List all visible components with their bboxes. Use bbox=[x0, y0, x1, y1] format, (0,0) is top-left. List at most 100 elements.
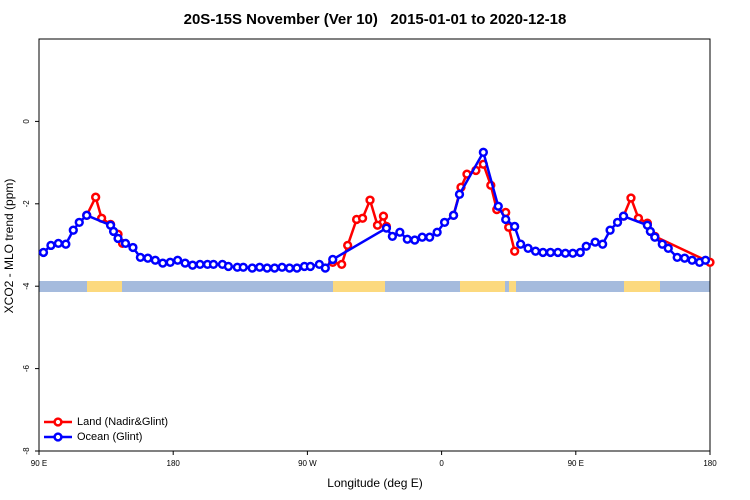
data-point bbox=[650, 232, 660, 242]
data-point bbox=[135, 252, 146, 263]
x-tick-label: 180 bbox=[703, 459, 717, 468]
data-point bbox=[82, 210, 92, 220]
data-point bbox=[372, 220, 383, 230]
data-point bbox=[575, 247, 585, 258]
data-point bbox=[395, 227, 405, 237]
data-point bbox=[545, 247, 556, 258]
series-line bbox=[85, 162, 711, 266]
legend-label: Land (Nadir&Glint) bbox=[77, 416, 168, 428]
data-point bbox=[510, 246, 520, 256]
data-point bbox=[501, 214, 511, 225]
land-strip bbox=[333, 281, 385, 292]
data-point bbox=[53, 238, 64, 249]
data-point bbox=[680, 253, 690, 263]
data-point bbox=[618, 211, 629, 221]
y-tick-label: -4 bbox=[22, 282, 31, 290]
data-point bbox=[687, 255, 697, 265]
data-point bbox=[128, 242, 138, 253]
data-point bbox=[180, 258, 190, 268]
data-point bbox=[238, 262, 248, 272]
land-strip bbox=[624, 281, 660, 292]
data-point bbox=[46, 240, 56, 251]
data-point bbox=[91, 192, 101, 202]
surface-strip bbox=[39, 281, 710, 292]
x-tick-label: 0 bbox=[439, 459, 444, 468]
data-point bbox=[402, 234, 412, 244]
data-point bbox=[493, 201, 503, 211]
data-point bbox=[410, 235, 420, 245]
data-point bbox=[74, 217, 84, 227]
data-point bbox=[510, 221, 520, 232]
data-point bbox=[425, 232, 435, 242]
legend-marker bbox=[53, 417, 63, 427]
data-point bbox=[448, 210, 459, 220]
data-point bbox=[612, 217, 623, 227]
data-point bbox=[365, 195, 375, 205]
data-point bbox=[645, 226, 656, 237]
data-point bbox=[515, 239, 526, 249]
data-point bbox=[255, 262, 265, 272]
data-point bbox=[120, 238, 131, 249]
data-point bbox=[108, 226, 119, 237]
data-point bbox=[568, 248, 578, 258]
data-point bbox=[61, 239, 71, 249]
data-point bbox=[590, 237, 600, 247]
data-point bbox=[305, 261, 316, 272]
data-point bbox=[150, 255, 160, 265]
data-point bbox=[605, 225, 615, 235]
x-tick-label: 180 bbox=[167, 459, 181, 468]
data-point bbox=[454, 189, 465, 199]
data-point bbox=[530, 246, 541, 256]
data-point bbox=[700, 255, 711, 265]
data-point bbox=[581, 241, 591, 251]
data-point bbox=[320, 263, 330, 273]
data-point bbox=[538, 247, 548, 258]
data-point bbox=[560, 248, 571, 258]
data-point bbox=[173, 255, 183, 265]
land-strip bbox=[87, 281, 122, 292]
data-point bbox=[387, 231, 398, 241]
x-tick-label: 90 E bbox=[568, 459, 584, 468]
y-tick-label: -2 bbox=[22, 200, 31, 208]
data-point bbox=[292, 263, 302, 273]
data-point bbox=[343, 240, 353, 251]
data-point bbox=[262, 263, 272, 273]
data-point bbox=[277, 262, 287, 272]
series-line bbox=[42, 149, 706, 270]
data-point bbox=[68, 225, 78, 235]
x-axis-label: Longitude (deg E) bbox=[327, 476, 422, 490]
data-point bbox=[672, 252, 682, 263]
data-point bbox=[38, 247, 49, 258]
data-point bbox=[417, 232, 427, 242]
legend-label: Ocean (Glint) bbox=[77, 431, 142, 443]
data-point bbox=[663, 243, 673, 253]
data-point bbox=[553, 247, 563, 258]
data-point bbox=[597, 239, 608, 249]
data-point bbox=[657, 239, 667, 249]
data-point bbox=[378, 211, 389, 221]
data-point bbox=[284, 263, 295, 273]
data-point bbox=[208, 259, 219, 270]
legend-marker bbox=[53, 432, 63, 442]
data-point bbox=[337, 259, 347, 270]
x-tick-label: 90 W bbox=[298, 459, 317, 468]
land-strip bbox=[509, 281, 516, 292]
data-point bbox=[195, 259, 205, 270]
data-point bbox=[269, 263, 280, 273]
x-tick-label: 90 E bbox=[31, 459, 47, 468]
data-point bbox=[158, 258, 168, 268]
data-point bbox=[381, 223, 392, 233]
data-point bbox=[523, 243, 533, 253]
data-point bbox=[478, 147, 489, 157]
y-tick-label: -8 bbox=[22, 447, 31, 455]
data-point bbox=[187, 260, 198, 270]
chart-title: 20S-15S November (Ver 10) 2015-01-01 to … bbox=[184, 11, 567, 28]
data-point bbox=[439, 217, 450, 227]
data-point bbox=[328, 254, 338, 265]
data-point bbox=[247, 263, 257, 273]
y-tick-label: -6 bbox=[22, 364, 31, 372]
data-point bbox=[357, 213, 368, 223]
data-point bbox=[223, 261, 234, 272]
data-point bbox=[626, 193, 636, 203]
